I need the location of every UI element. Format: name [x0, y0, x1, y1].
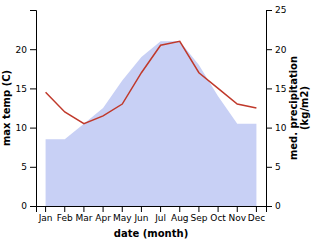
axis-line	[267, 11, 273, 207]
tick: 15	[16, 84, 36, 94]
tick-label: May	[113, 213, 132, 223]
tick-mark	[237, 206, 238, 212]
tick-mark	[30, 206, 36, 207]
tick-label: Jan	[38, 213, 53, 223]
tick-label: 10	[16, 123, 28, 133]
y-axis-title-line: max temp (C)	[1, 70, 12, 146]
line	[46, 41, 257, 123]
y2-axis-title: med. precipitation(kg/m2)	[288, 56, 310, 160]
tick-label: Nov	[228, 213, 246, 223]
tick-mark	[30, 49, 36, 50]
tick-label: 5	[21, 162, 27, 172]
tick-mark	[83, 206, 84, 212]
tick-mark	[64, 206, 65, 212]
plot: Jan FebMarAprMayJun Jul AugSepOctNovDec 0 5 10…	[1, 5, 310, 239]
area	[46, 41, 257, 206]
tick: May	[113, 206, 132, 223]
tick-mark	[30, 167, 36, 168]
tick: 10	[16, 123, 36, 133]
tick-mark	[45, 206, 46, 212]
tick: 5	[21, 162, 36, 172]
tick-label: 0	[21, 201, 27, 211]
tick: Jul	[154, 206, 166, 223]
tick-label: 0	[275, 201, 281, 211]
tick: Sep	[190, 206, 207, 223]
tick-mark	[266, 128, 272, 129]
tick-mark	[103, 206, 104, 212]
tick-mark	[266, 206, 272, 207]
tick: 5	[266, 162, 281, 172]
x-axis: Jan FebMarAprMayJun Jul AugSepOctNovDec	[37, 206, 267, 223]
tick-label: Apr	[95, 213, 111, 223]
tick-label: 15	[16, 84, 27, 94]
tick: Dec	[248, 206, 265, 223]
tick-label: 10	[275, 123, 287, 133]
tick: Oct	[210, 206, 226, 223]
tick: 20	[16, 45, 36, 55]
tick-label: 5	[275, 162, 281, 172]
axis-line	[37, 207, 267, 213]
tick: Aug	[171, 206, 189, 223]
tick: Nov	[228, 206, 246, 223]
tick-mark	[266, 88, 272, 89]
tick-mark	[218, 206, 219, 212]
x-axis-title-line: date (month)	[114, 228, 188, 239]
tick-mark	[266, 167, 272, 168]
tick-mark	[30, 88, 36, 89]
tick-label: 20	[16, 45, 28, 55]
tick-label: Dec	[248, 213, 265, 223]
y2-axis: 0 5 10 15 20 25	[266, 5, 287, 211]
tick-mark	[266, 10, 272, 11]
tick: 0	[266, 201, 281, 211]
tick-label: Jul	[154, 213, 166, 223]
y2-axis-title-line: med. precipitation	[288, 56, 299, 160]
y-axis: 0 5 10 15 20	[16, 11, 37, 212]
tick-label: Aug	[171, 213, 189, 223]
tick-mark	[198, 206, 199, 212]
tick: Jun	[133, 206, 148, 223]
chart: Jan FebMarAprMayJun Jul AugSepOctNovDec 0 5 10…	[0, 0, 318, 242]
tick: 25	[266, 5, 286, 15]
tick-label: 25	[275, 5, 286, 15]
tick-mark	[141, 206, 142, 212]
tick: Feb	[57, 206, 73, 223]
tick-mark	[179, 206, 180, 212]
marks	[46, 41, 257, 206]
tick-label: Mar	[75, 213, 92, 223]
tick-label: 15	[275, 84, 286, 94]
tick: 0	[21, 201, 36, 211]
x-axis-title: date (month)	[114, 228, 188, 239]
tick-label: Oct	[210, 213, 226, 223]
tick-label: Sep	[190, 213, 207, 223]
tick: Apr	[95, 206, 111, 223]
tick-label: 20	[275, 45, 287, 55]
y-axis-title: max temp (C)	[1, 70, 12, 146]
axis-line	[30, 11, 37, 207]
tick-mark	[122, 206, 123, 212]
tick: Jan	[38, 206, 53, 223]
tick: 15	[266, 84, 286, 94]
tick: 20	[266, 45, 287, 55]
tick-label: Jun	[133, 213, 148, 223]
tick-mark	[30, 128, 36, 129]
tick-mark	[160, 206, 161, 212]
tick: 10	[266, 123, 287, 133]
tick-mark	[266, 49, 272, 50]
tick: Mar	[75, 206, 92, 223]
tick-label: Feb	[57, 213, 73, 223]
y2-axis-title-line: (kg/m2)	[299, 86, 310, 130]
tick-mark	[256, 206, 257, 212]
